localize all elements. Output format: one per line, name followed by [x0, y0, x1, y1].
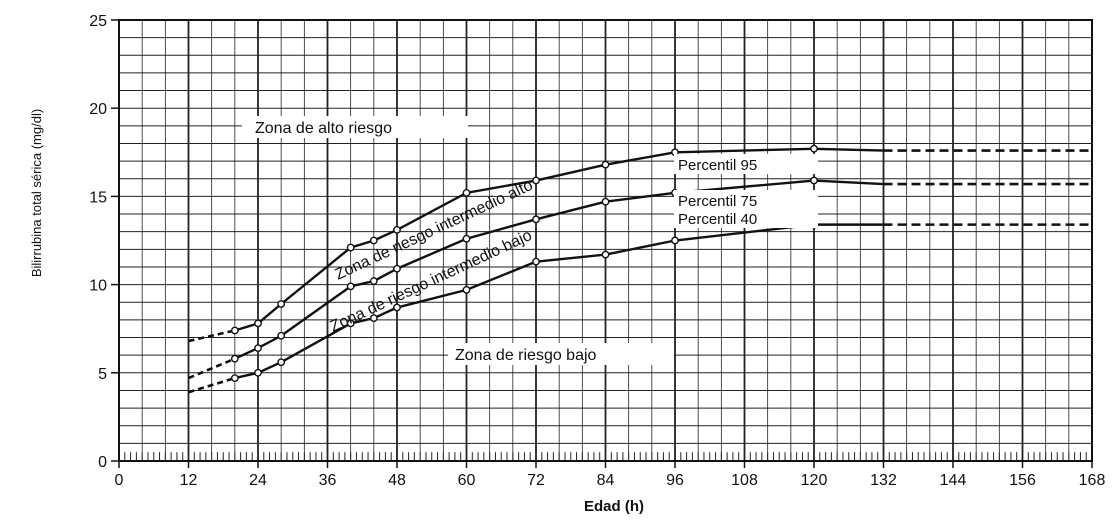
x-tick-label: 24	[249, 472, 267, 489]
data-point	[277, 300, 286, 308]
data-point	[601, 250, 610, 259]
series-line	[234, 147, 884, 332]
data-point	[369, 277, 378, 285]
data-point	[532, 257, 540, 266]
data-point	[532, 215, 540, 224]
data-point	[369, 236, 378, 245]
x-tick-label: 72	[527, 472, 545, 489]
x-tick-label: 120	[801, 472, 828, 489]
y-tick-label: 15	[89, 189, 107, 206]
x-tick-label: 156	[1009, 472, 1036, 489]
p75-label-bg	[674, 190, 818, 210]
series-line	[234, 223, 884, 380]
x-tick-label: 0	[115, 472, 124, 489]
data-point	[393, 264, 401, 273]
data-point	[230, 326, 239, 335]
data-point	[393, 226, 401, 234]
series-dashed-start	[188, 329, 236, 343]
zone-low-label: Zona de riesgo bajo	[455, 347, 597, 364]
zone-high-label: Zona de alto riesgo	[255, 120, 392, 137]
x-tick-label: 60	[458, 472, 476, 489]
series-dashed-start	[188, 376, 236, 394]
data-point	[254, 368, 262, 377]
labels: Edad (h) Bilirrubina total sérica (mg/dl…	[29, 109, 818, 515]
y-tick-label: 10	[89, 278, 107, 295]
p40-label-bg	[674, 208, 818, 228]
data-point	[393, 303, 401, 312]
x-tick-label: 108	[731, 472, 758, 489]
data-point	[601, 197, 610, 206]
data-point	[277, 358, 286, 367]
x-tick-label: 36	[319, 472, 337, 489]
y-tick-label: 0	[98, 454, 107, 471]
data-point	[346, 319, 355, 328]
data-point	[601, 160, 610, 169]
x-tick-label: 144	[940, 472, 967, 489]
percentile-40-label: Percentil 40	[678, 211, 757, 228]
percentile-95-label: Percentil 95	[678, 157, 757, 174]
x-axis-title: Edad (h)	[584, 498, 644, 515]
x-tick-label: 84	[597, 472, 615, 489]
zone-intermediate-high-label: Zona de riesgo intermedio alto	[333, 177, 536, 284]
grid	[119, 20, 1092, 461]
x-tick-label: 96	[666, 472, 684, 489]
data-point	[254, 319, 262, 328]
series-percentil-40	[188, 220, 1092, 394]
series-percentil-95	[188, 144, 1092, 343]
data-point	[346, 282, 355, 291]
p95-label-bg	[674, 154, 818, 174]
data-point	[462, 285, 471, 294]
data-point	[532, 176, 540, 185]
data-point	[462, 188, 471, 197]
data-point	[671, 236, 679, 245]
x-tick-label: 48	[388, 472, 406, 489]
percentile-75-label: Percentil 75	[678, 193, 757, 210]
series	[187, 144, 1092, 394]
zone-high-bg	[242, 116, 468, 138]
x-tick-label: 12	[180, 472, 198, 489]
x-tick-label: 168	[1079, 472, 1106, 489]
data-point	[810, 176, 818, 185]
data-point	[230, 354, 239, 363]
zone-intermediate-low-label: Zona de riesgo intermedio bajo	[328, 227, 535, 336]
y-tick-label: 20	[89, 101, 107, 118]
data-point	[462, 234, 471, 243]
data-point	[369, 314, 378, 323]
series-dashed-start	[187, 357, 236, 380]
data-point	[810, 144, 818, 153]
zone-low-bg	[448, 343, 674, 365]
y-axis-title: Bilirrubina total sérica (mg/dl)	[29, 109, 44, 277]
data-point	[346, 243, 355, 252]
y-tick-label: 5	[98, 366, 107, 383]
data-point	[277, 331, 286, 340]
data-point	[230, 374, 239, 382]
x-tick-label: 132	[870, 472, 897, 489]
y-tick-label: 25	[89, 13, 107, 30]
data-point	[254, 344, 262, 353]
axes: 0 12 24 36 48 60 72 84 96 108 120 132 144 156 168 0 5 10 1…	[89, 13, 1105, 489]
